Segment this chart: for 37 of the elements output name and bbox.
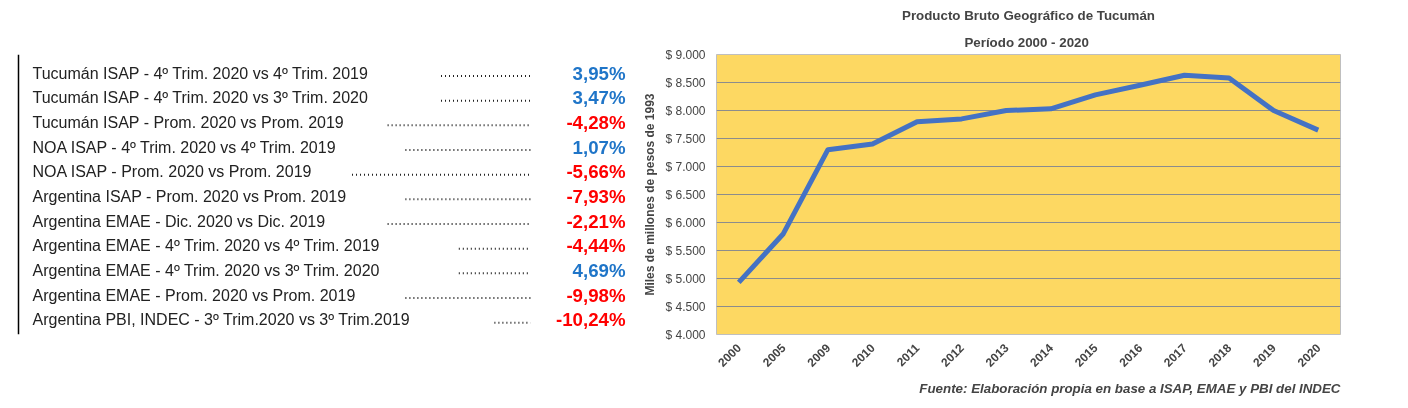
y-tick-label: $ 8.500 xyxy=(665,75,706,90)
category-label: Tucumán ISAP - Prom. 2020 vs Prom. 2019 xyxy=(32,113,344,131)
text: 3,95% xyxy=(572,62,626,84)
y-tick-label: $ 4.000 xyxy=(665,327,706,342)
y-tick-label: $ 8.000 xyxy=(665,103,706,118)
chart-title: Producto Bruto Geográfico de Tucumán xyxy=(902,7,1156,23)
text: 3,47% xyxy=(572,87,626,109)
category-label: Argentina ISAP - Prom. 2020 vs Prom. 2019 xyxy=(32,187,347,205)
text: -4,44% xyxy=(566,235,626,257)
y-tick-label: $ 6.000 xyxy=(665,215,706,230)
y-tick-label: $ 5.000 xyxy=(665,271,706,286)
y-tick-label: $ 4.500 xyxy=(665,299,706,314)
text: -2,21% xyxy=(566,210,626,232)
category-label: Argentina EMAE - Dic. 2020 vs Dic. 2019 xyxy=(32,212,326,230)
text: -9,98% xyxy=(566,284,626,306)
text: -10,24% xyxy=(556,309,626,331)
text: -4,28% xyxy=(566,111,626,133)
category-label: Tucumán ISAP - 4º Trim. 2020 vs 4º Trim. 2019 xyxy=(32,64,368,82)
y-tick-label: $ 5.500 xyxy=(665,243,706,258)
y-tick-label: $ 7.000 xyxy=(665,159,706,174)
category-label: Argentina EMAE - 4º Trim. 2020 vs 4º Trim. 2019 xyxy=(32,237,380,255)
category-label: NOA ISAP - Prom. 2020 vs Prom. 2019 xyxy=(32,163,312,181)
text: 1,07% xyxy=(572,136,626,158)
source-note: Fuente: Elaboración propia en base a ISAP, EMAE y PBI del INDEC xyxy=(919,380,1341,396)
category-label: NOA ISAP - 4º Trim. 2020 vs 4º Trim. 2019 xyxy=(32,138,336,156)
y-axis-title: Miles de millones de pesos de 1993 xyxy=(643,93,658,296)
y-tick-label: $ 9.000 xyxy=(665,47,706,62)
y-tick-label: $ 7.500 xyxy=(665,131,706,146)
text: -7,93% xyxy=(566,185,626,207)
text: 4,69% xyxy=(572,259,626,281)
chart-subtitle: Período 2000 - 2020 xyxy=(964,34,1089,50)
category-label: Argentina EMAE - Prom. 2020 vs Prom. 2019 xyxy=(32,286,356,304)
category-label: Argentina PBI, INDEC - 3º Trim.2020 vs 3º Trim.2019 xyxy=(32,311,410,329)
category-label: Tucumán ISAP - 4º Trim. 2020 vs 3º Trim. 2020 xyxy=(32,89,368,107)
y-tick-label: $ 6.500 xyxy=(665,187,706,202)
text: -5,66% xyxy=(566,161,626,183)
category-label: Argentina EMAE - 4º Trim. 2020 vs 3º Trim. 2020 xyxy=(32,261,380,279)
